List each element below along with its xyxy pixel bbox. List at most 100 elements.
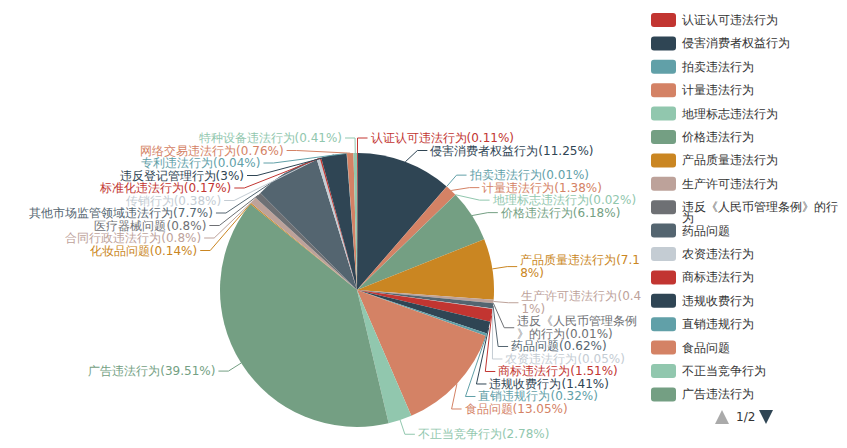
legend-item[interactable]: 不正当竞争行为 (651, 364, 766, 379)
label-line (485, 315, 495, 371)
label-line (447, 175, 467, 186)
pie-slice[interactable] (321, 153, 357, 290)
legend-item[interactable]: 商标违法行为 (651, 270, 754, 285)
pie-slice[interactable] (347, 153, 357, 290)
data-label: 食品问题(13.05%) (465, 401, 568, 415)
pie-slice[interactable] (357, 239, 494, 300)
legend-item[interactable]: 侵害消费者权益行为 (651, 36, 790, 51)
data-labels: 认证认可违法行为(0.11%)侵害消费者权益行为(11.25%)拍卖违法行为(0… (29, 131, 641, 441)
legend-item[interactable]: 地理标志违法行为 (651, 106, 778, 121)
legend-pager: 1/2 (715, 410, 773, 425)
data-label: 不正当竞争行为(2.78%) (418, 427, 549, 441)
legend-item[interactable]: 违反《人民币管理条例》的行为 (651, 200, 838, 225)
legend-item[interactable]: 药品问题 (651, 223, 730, 238)
legend-label[interactable]: 产品质量违法行为 (682, 153, 778, 167)
data-label: 违反《人民币管理条例》的行为(0.01%) (517, 314, 637, 341)
legend-swatch[interactable] (651, 270, 676, 284)
data-label: 生产许可违法行为(0.41%) (521, 289, 641, 316)
legend-item[interactable]: 广告违法行为 (651, 387, 754, 402)
pie-slice[interactable] (347, 153, 357, 290)
legend-swatch[interactable] (651, 364, 676, 378)
label-line (357, 138, 367, 153)
legend-swatch[interactable] (651, 387, 676, 401)
label-line (494, 301, 519, 302)
legend-label[interactable]: 认证认可违法行为 (682, 13, 778, 27)
legend-item[interactable]: 直销违规行为 (651, 317, 754, 332)
label-line (492, 267, 517, 269)
legend-label[interactable]: 药品问题 (682, 223, 730, 237)
legend-label[interactable]: 直销违规行为 (682, 317, 754, 331)
data-label: 其他市场监管领域违法行为(7.7%) (29, 206, 213, 220)
legend-swatch[interactable] (651, 200, 676, 214)
legend-label[interactable]: 地理标志违法行为 (681, 106, 778, 120)
data-label: 专利违法行为(0.04%) (141, 156, 260, 170)
data-label: 违反登记管理行为(3%) (120, 168, 244, 182)
legend-label[interactable]: 生产许可违法行为 (682, 176, 778, 190)
data-label: 产品质量违法行为(7.18%) (520, 253, 640, 280)
data-label: 合同行政违法行为(0.8%) (65, 231, 201, 245)
legend-label[interactable]: 不正当竞争行为 (682, 364, 766, 378)
pie-slice[interactable] (353, 153, 357, 290)
data-label: 广告违法行为(39.51%) (88, 364, 215, 378)
legend-item[interactable]: 拍卖违法行为 (651, 59, 754, 74)
label-line (345, 138, 355, 153)
legend-item[interactable]: 食品问题 (651, 340, 730, 355)
legend-label[interactable]: 计量违法行为 (682, 83, 754, 97)
data-label: 化妆品问题(0.14%) (90, 243, 197, 257)
slices (220, 153, 494, 427)
data-label: 标准化违法行为(0.17%) (99, 181, 231, 195)
label-line (451, 188, 479, 191)
label-line (452, 384, 462, 409)
label-line (455, 195, 489, 200)
legend-item[interactable]: 违规收费行为 (651, 293, 754, 308)
label-line (492, 309, 502, 359)
data-label: 特种设备违法行为(0.41%) (199, 131, 342, 145)
legend-item[interactable]: 认证认可违法行为 (651, 13, 778, 28)
legend-label[interactable]: 侵害消费者权益行为 (682, 36, 790, 50)
label-line (472, 213, 498, 216)
legend-swatch[interactable] (651, 294, 676, 308)
pager-next[interactable] (759, 410, 773, 424)
legend-swatch[interactable] (651, 36, 676, 50)
legend-item[interactable]: 计量违法行为 (651, 83, 754, 98)
legend-swatch[interactable] (651, 317, 676, 331)
legend-item[interactable]: 生产许可违法行为 (651, 176, 778, 191)
legend-label[interactable]: 拍卖违法行为 (681, 59, 754, 73)
legend-swatch[interactable] (651, 107, 676, 121)
legend-label[interactable]: 违反《人民币管理条例》的行为 (682, 200, 838, 225)
legend-swatch[interactable] (651, 247, 676, 261)
data-label: 侵害消费者权益行为(11.25%) (430, 143, 593, 157)
pager-prev[interactable] (715, 410, 729, 424)
data-label: 医疗器械问题(0.8%) (94, 218, 206, 232)
legend-swatch[interactable] (651, 224, 676, 238)
data-label: 网络交易违法行为(0.76%) (140, 143, 283, 157)
label-line (493, 303, 514, 327)
label-line (218, 363, 241, 371)
chart: 认证认可违法行为(0.11%)侵害消费者权益行为(11.25%)拍卖违法行为(0… (0, 0, 847, 448)
data-label: 传销行为(0.38%) (126, 193, 221, 207)
legend-label[interactable]: 价格违法行为 (681, 130, 754, 144)
label-line (476, 328, 488, 384)
legend: 认证认可违法行为侵害消费者权益行为拍卖违法行为计量违法行为地理标志违法行为价格违… (651, 13, 838, 425)
legend-item[interactable]: 产品质量违法行为 (651, 153, 778, 168)
legend-item[interactable]: 价格违法行为 (651, 130, 754, 145)
label-line (287, 151, 351, 154)
legend-swatch[interactable] (651, 83, 676, 97)
legend-label[interactable]: 违规收费行为 (682, 293, 754, 307)
legend-swatch[interactable] (651, 341, 676, 355)
legend-label[interactable]: 农资违法行为 (682, 247, 754, 261)
data-label: 价格违法行为(6.18%) (500, 205, 620, 219)
legend-swatch[interactable] (651, 60, 676, 74)
label-line (493, 306, 508, 347)
legend-label[interactable]: 商标违法行为 (682, 270, 754, 284)
legend-swatch[interactable] (651, 130, 676, 144)
legend-label[interactable]: 食品问题 (682, 340, 730, 354)
legend-swatch[interactable] (651, 177, 676, 191)
pager-label: 1/2 (736, 410, 755, 424)
label-line (465, 335, 486, 397)
legend-swatch[interactable] (651, 13, 676, 27)
label-line (405, 151, 427, 162)
legend-item[interactable]: 农资违法行为 (651, 247, 754, 262)
legend-swatch[interactable] (651, 153, 676, 167)
legend-label[interactable]: 广告违法行为 (682, 387, 754, 401)
